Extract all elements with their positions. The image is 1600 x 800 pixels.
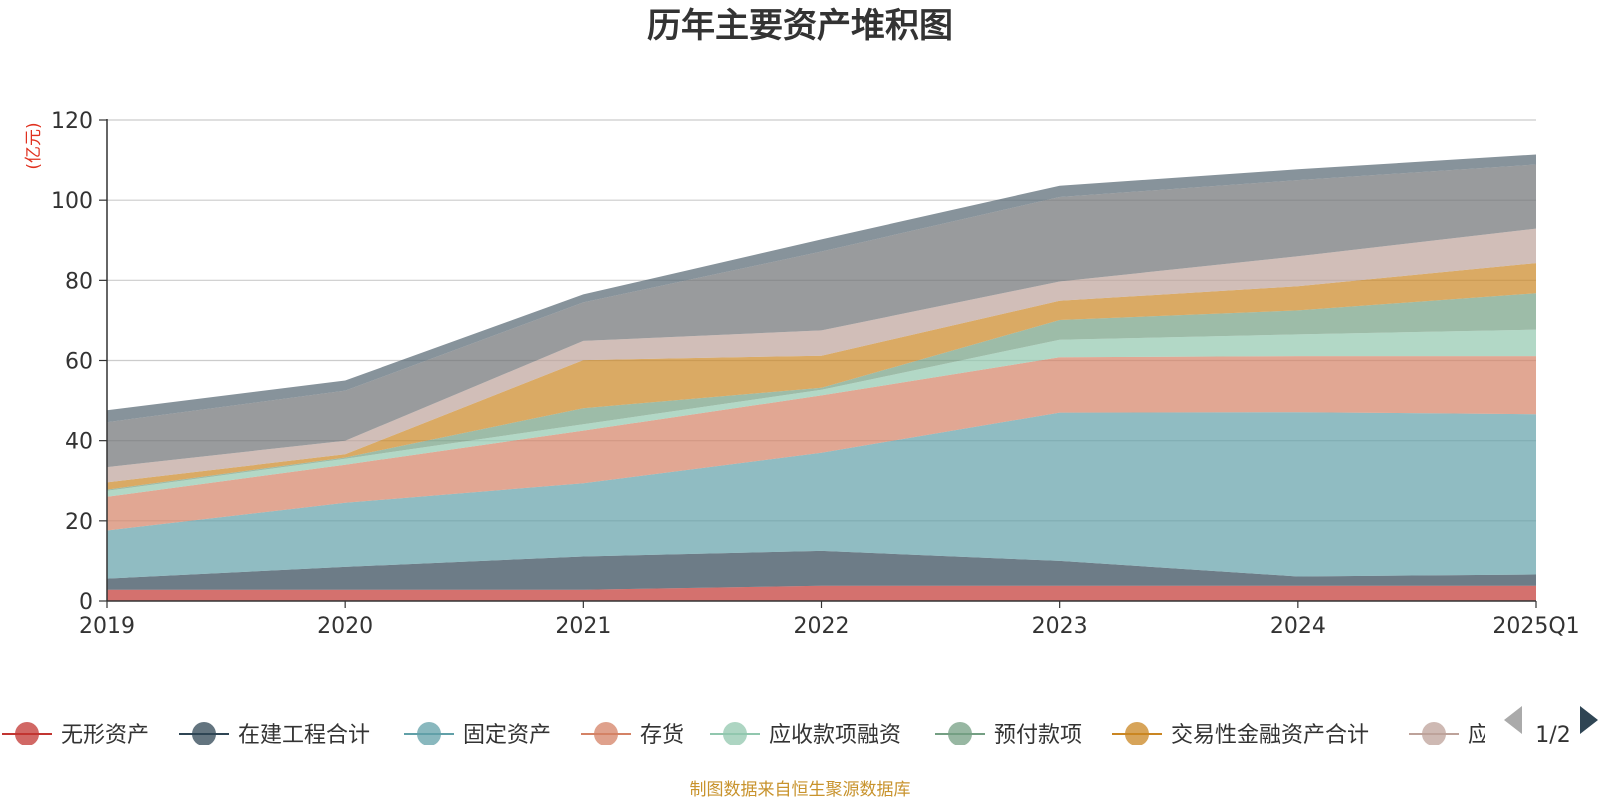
- y-tick-label: 100: [51, 189, 93, 214]
- area-series-4: [107, 356, 1536, 531]
- y-tick-label: 40: [65, 430, 93, 455]
- area-series-9: [107, 164, 1536, 468]
- x-tick-label: 2020: [317, 614, 373, 639]
- legend: 无形资产 在建工程合计 固定资产 存货 应收款项融资 预付款项 交易性金融资产合计 应收账款: [2, 722, 1556, 748]
- x-tick-label: 2019: [79, 614, 135, 639]
- legend-label: 固定资产: [463, 723, 551, 748]
- source-note: 制图数据来自恒生聚源数据库: [690, 780, 911, 800]
- legend-item[interactable]: 预付款项: [935, 722, 1082, 748]
- legend-item[interactable]: 应收款项融资: [710, 722, 901, 748]
- legend-marker: [948, 722, 972, 745]
- area-series-10: [107, 154, 1536, 423]
- legend-item[interactable]: 交易性金融资产合计: [1112, 722, 1369, 748]
- legend-label: 无形资产: [61, 723, 149, 748]
- legend-label: 存货: [640, 723, 684, 748]
- y-axis-ticks: 0 20 40 60 80 100 120: [51, 109, 107, 615]
- legend-marker: [1422, 722, 1446, 745]
- legend-marker: [417, 722, 441, 745]
- legend-label: 应收账款: [1468, 723, 1556, 748]
- legend-item[interactable]: 无形资产: [2, 722, 149, 748]
- legend-item[interactable]: 在建工程合计: [179, 722, 370, 748]
- area-series-6: [107, 293, 1536, 491]
- y-tick-label: 80: [65, 269, 93, 294]
- legend-label: 预付款项: [994, 723, 1082, 748]
- chart-title: 历年主要资产堆积图: [647, 6, 953, 46]
- x-tick-label: 2023: [1032, 614, 1088, 639]
- x-tick-label: 2025Q1: [1492, 614, 1579, 639]
- area-series: [107, 154, 1536, 601]
- legend-marker: [594, 722, 618, 745]
- x-tick-label: 2022: [794, 614, 850, 639]
- legend-prev-icon[interactable]: [1504, 706, 1522, 734]
- y-tick-label: 20: [65, 510, 93, 535]
- x-tick-label: 2021: [555, 614, 611, 639]
- legend-marker: [192, 722, 216, 745]
- area-series-5: [107, 329, 1536, 497]
- legend-marker: [15, 722, 39, 745]
- legend-label: 应收款项融资: [769, 723, 901, 748]
- area-series-3: [107, 412, 1536, 579]
- area-series-8: [107, 228, 1536, 483]
- area-series-7: [107, 263, 1536, 490]
- legend-page-indicator: 1/2: [1535, 723, 1570, 748]
- y-tick-label: 0: [79, 590, 93, 615]
- legend-marker: [1125, 722, 1149, 745]
- x-tick-label: 2024: [1270, 614, 1326, 639]
- y-tick-label: 60: [65, 350, 93, 375]
- x-axis-ticks: 2019 2020 2021 2022 2023 2024 2025Q1: [79, 601, 1580, 639]
- y-tick-label: 120: [51, 109, 93, 134]
- y-axis-unit-label: (亿元): [24, 122, 44, 169]
- legend-item[interactable]: 存货: [581, 722, 684, 748]
- legend-marker: [723, 722, 747, 745]
- legend-label: 在建工程合计: [238, 723, 370, 748]
- legend-item[interactable]: 固定资产: [404, 722, 551, 748]
- legend-label: 交易性金融资产合计: [1171, 723, 1369, 748]
- legend-pager: 1/2: [1504, 706, 1598, 748]
- legend-next-icon[interactable]: [1580, 706, 1598, 734]
- area-series-1: [107, 585, 1536, 601]
- area-series-2: [107, 550, 1536, 590]
- legend-item[interactable]: 应收账款: [1409, 722, 1556, 748]
